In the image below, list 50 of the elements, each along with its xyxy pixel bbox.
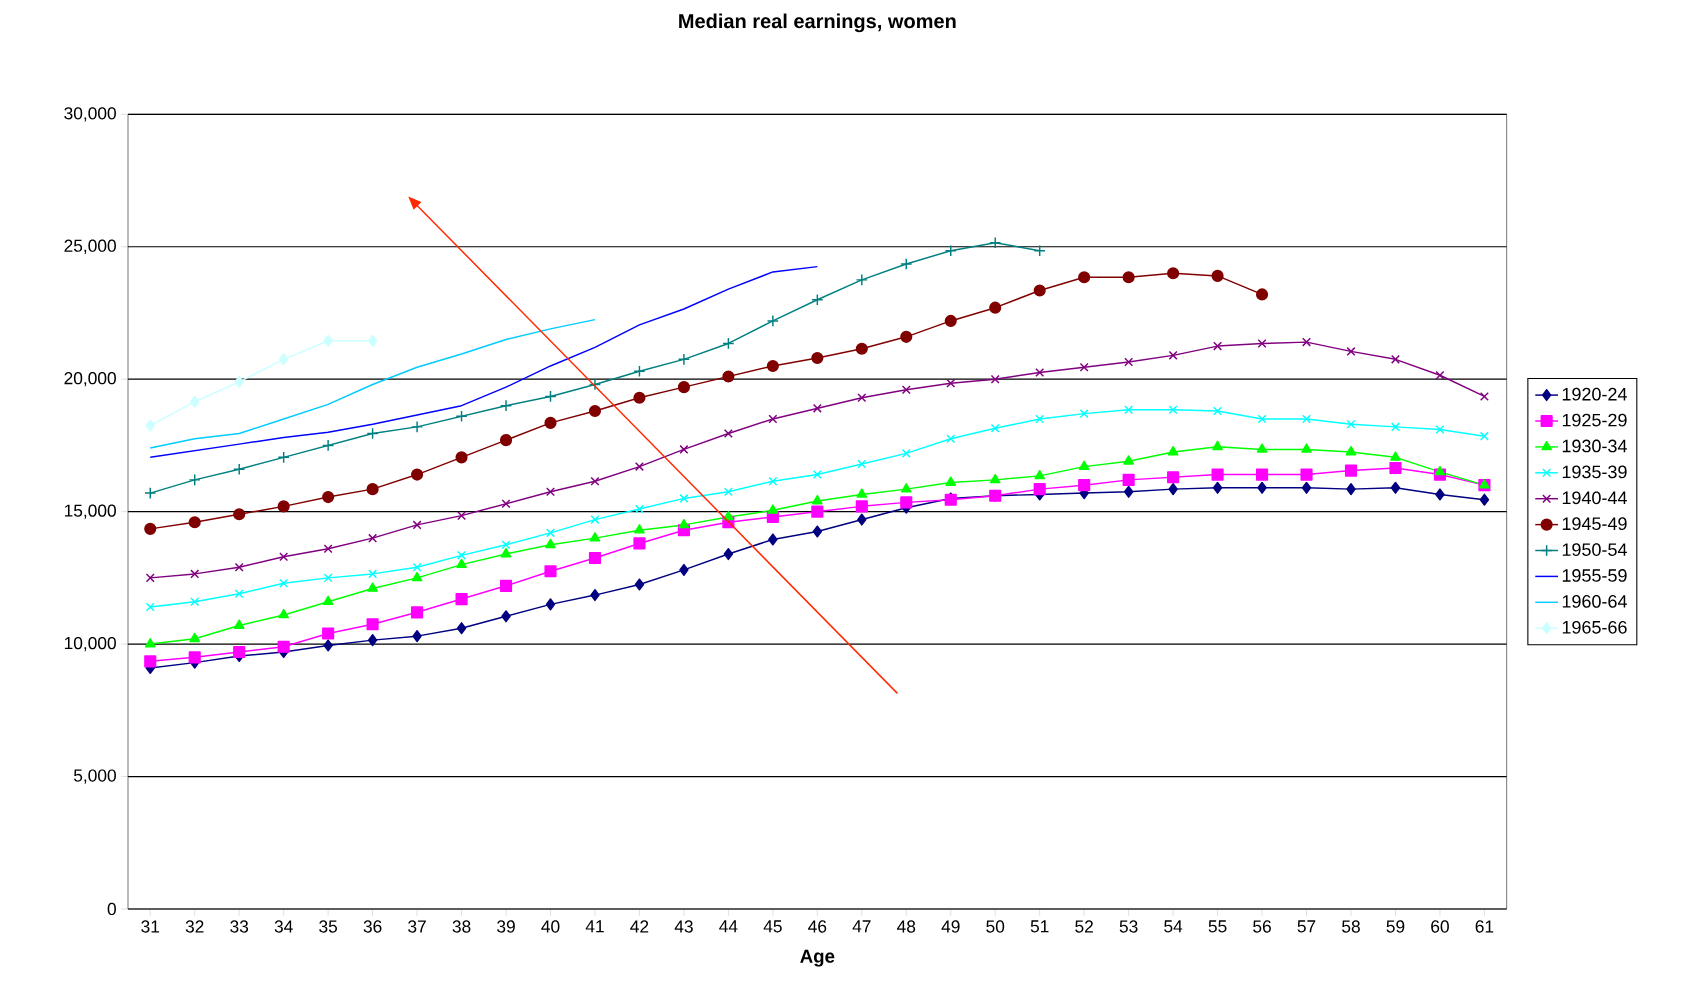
x-tick-label: 43 <box>674 920 693 933</box>
y-tick-label: 20,000 <box>64 372 116 387</box>
x-tick-label: 36 <box>363 920 382 933</box>
x-tick-label: 40 <box>541 920 560 933</box>
y-tick-label: 0 <box>107 902 116 916</box>
x-tick-label: 59 <box>1386 920 1405 933</box>
x-tick-label: 38 <box>452 920 471 933</box>
x-tick-label: 33 <box>230 920 249 933</box>
x-tick-label: 56 <box>1253 920 1271 933</box>
x-tick-label: 60 <box>1431 920 1449 933</box>
x-tick-label: 41 <box>585 920 604 933</box>
x-tick-label: 46 <box>808 920 827 933</box>
x-tick-label: 32 <box>185 920 204 933</box>
x-tick-label: 50 <box>986 920 1005 933</box>
x-axis-title: Age <box>800 949 835 967</box>
legend-label: 1965-66 <box>1562 620 1627 634</box>
y-tick-label: 5,000 <box>73 769 116 784</box>
legend-label: 1955-59 <box>1562 569 1627 582</box>
y-tick-label: 25,000 <box>64 239 116 254</box>
x-tick-label: 34 <box>274 920 293 933</box>
x-tick-label: 52 <box>1075 920 1093 933</box>
x-tick-label: 51 <box>1030 920 1049 933</box>
legend-label: 1950-54 <box>1562 543 1627 556</box>
x-tick-label: 49 <box>941 920 960 933</box>
x-tick-label: 44 <box>719 920 738 933</box>
legend-label: 1925-29 <box>1562 413 1627 427</box>
x-tick-label: 37 <box>408 920 426 933</box>
x-tick-label: 55 <box>1208 920 1227 933</box>
x-tick-label: 58 <box>1342 920 1360 933</box>
legend-label: 1930-34 <box>1562 439 1627 453</box>
x-tick-label: 42 <box>630 920 649 933</box>
x-tick-label: 57 <box>1297 920 1316 933</box>
legend-label: 1940-44 <box>1562 491 1627 505</box>
legend-label: 1920-24 <box>1562 387 1627 401</box>
x-tick-label: 53 <box>1119 920 1138 933</box>
legend-label: 1960-64 <box>1562 595 1627 608</box>
x-tick-label: 48 <box>897 920 916 933</box>
x-tick-label: 35 <box>319 920 338 933</box>
legend-label: 1945-49 <box>1562 517 1627 531</box>
y-tick-label: 15,000 <box>64 504 116 519</box>
y-tick-label: 10,000 <box>64 636 116 652</box>
x-tick-label: 61 <box>1475 920 1494 933</box>
legend-label: 1935-39 <box>1562 465 1627 479</box>
x-tick-label: 39 <box>497 920 515 933</box>
x-tick-label: 45 <box>763 920 782 933</box>
chart-title: Median real earnings, women <box>679 13 956 33</box>
y-tick-label: 30,000 <box>64 107 116 122</box>
x-tick-label: 47 <box>852 920 871 933</box>
x-tick-label: 54 <box>1164 920 1183 933</box>
x-tick-label: 31 <box>141 920 160 933</box>
